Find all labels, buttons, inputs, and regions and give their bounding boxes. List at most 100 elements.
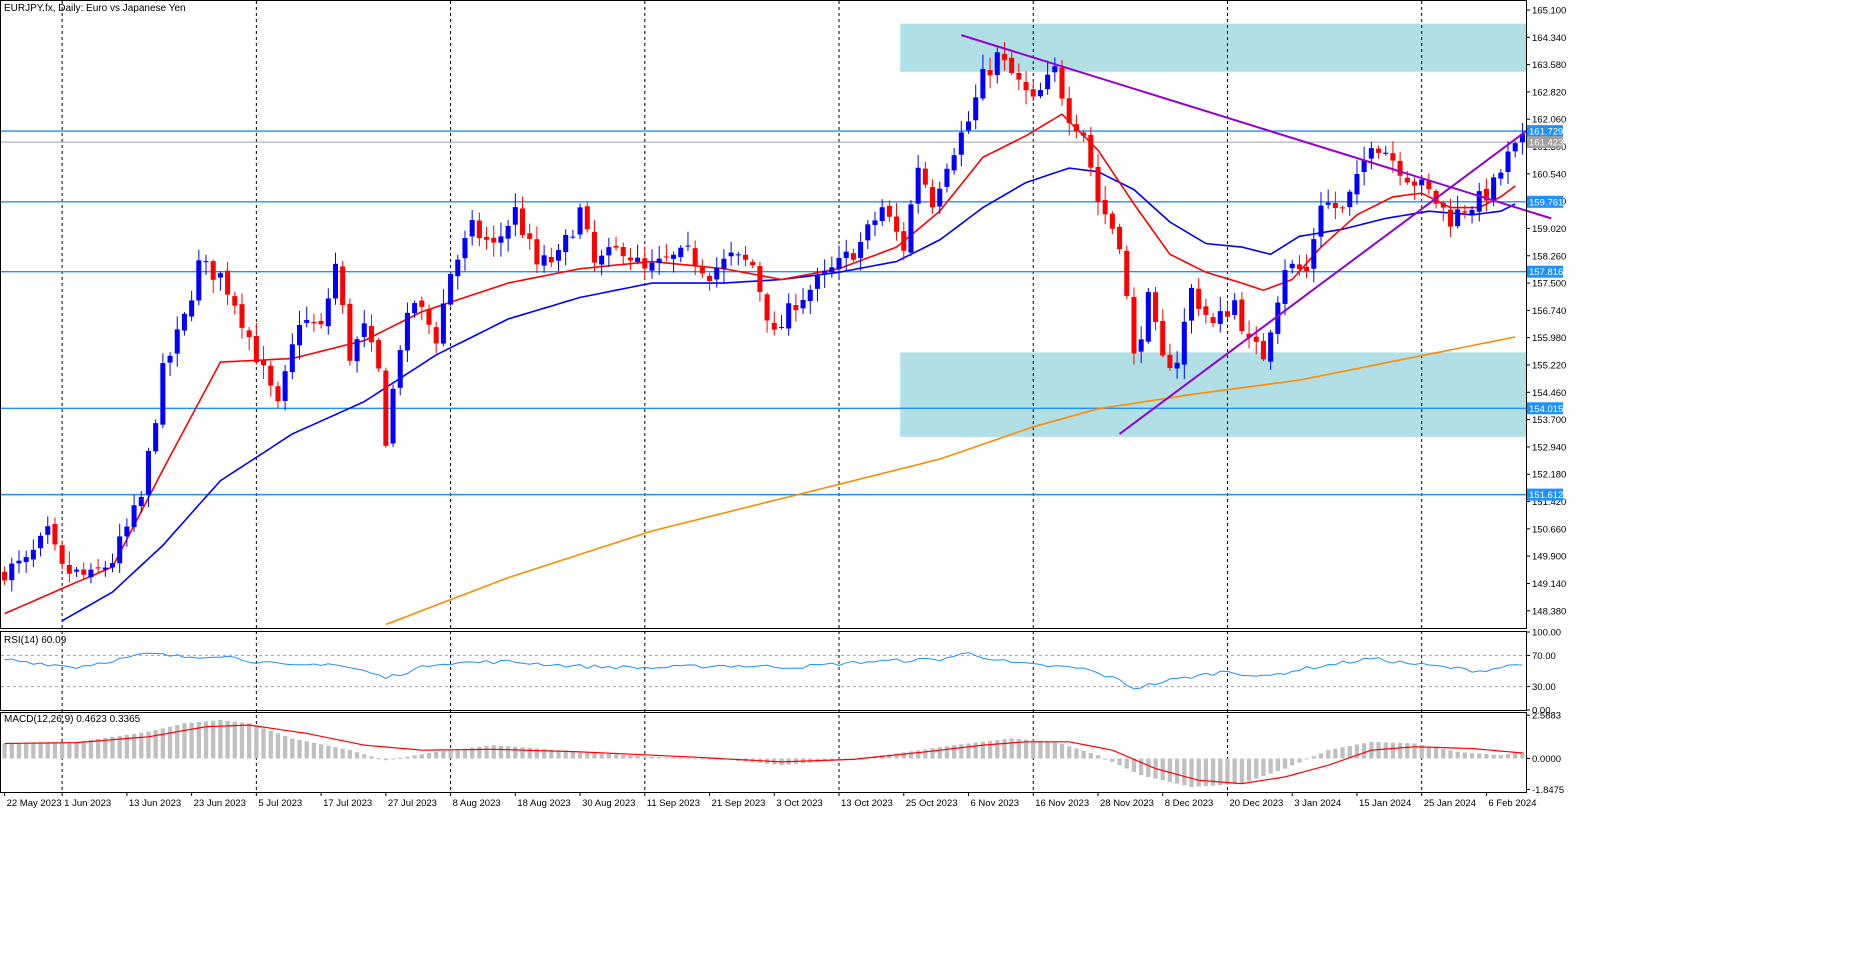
macd-histogram-bar (714, 758, 719, 760)
candle-body (203, 261, 209, 263)
macd-histogram-bar (95, 738, 101, 759)
y-tick-label: 165.100 (1532, 5, 1566, 16)
macd-histogram-bar (1275, 758, 1280, 772)
x-tick-label: 25 Jan 2024 (1424, 798, 1476, 809)
x-tick-label: 18 Aug 2023 (517, 798, 570, 809)
candle (699, 259, 705, 279)
candle (714, 257, 720, 288)
candle (361, 310, 367, 348)
candle (1268, 329, 1274, 370)
candle (203, 254, 209, 275)
candle (1260, 333, 1266, 362)
macd-histogram-bar (1023, 739, 1029, 759)
candle-body (1462, 211, 1468, 213)
candle (930, 179, 936, 214)
macd-histogram-bar (1009, 738, 1014, 759)
macd-histogram-bar (232, 721, 237, 759)
price-tag-label: 157.816 (1529, 267, 1563, 278)
candle-body (1117, 226, 1123, 250)
candle (764, 292, 770, 333)
macd-histogram-bar (657, 757, 662, 759)
candle (1289, 259, 1295, 274)
candle (311, 313, 317, 333)
candle-body (1030, 89, 1036, 97)
candle (1167, 343, 1173, 371)
candle-body (9, 563, 15, 581)
candle-body (1138, 339, 1144, 352)
candle (124, 518, 130, 547)
macd-histogram-bar (563, 750, 568, 759)
candle-body (994, 52, 1000, 76)
price-tag (1527, 195, 1563, 208)
macd-histogram-bar (908, 751, 914, 759)
candle (81, 562, 87, 579)
candle (1332, 191, 1338, 220)
macd-histogram-bar (340, 748, 345, 759)
candle (217, 271, 223, 291)
current-price-tag (1527, 136, 1563, 149)
macd-histogram-bar (664, 757, 669, 759)
candle-body (1203, 306, 1209, 315)
candle (340, 260, 346, 314)
candle (1476, 182, 1482, 222)
candle (1045, 60, 1051, 95)
macd-histogram-bar (1477, 753, 1482, 759)
macd-histogram-bar (1232, 758, 1237, 785)
candle (778, 315, 785, 330)
candle (1483, 178, 1489, 212)
macd-histogram-bar (1505, 754, 1511, 759)
macd-histogram-bar (987, 740, 993, 759)
macd-histogram-bar (1052, 741, 1057, 759)
candle (728, 241, 734, 266)
candle (627, 248, 633, 271)
candle (858, 232, 864, 271)
candle (1009, 52, 1015, 76)
candle-body (865, 224, 871, 241)
macd-histogram-bar (261, 728, 266, 759)
x-tick-label: 22 May 2023 (7, 798, 62, 809)
candle-body (987, 70, 993, 76)
candle-body (541, 255, 547, 266)
x-tick-label: 27 Jul 2023 (388, 798, 437, 809)
candle-body (52, 524, 58, 545)
macd-histogram-bar (541, 749, 547, 759)
macd-histogram-bar (1218, 758, 1223, 786)
candle (584, 202, 590, 233)
candle-body (1016, 72, 1022, 80)
candle (937, 181, 943, 215)
candle-body (937, 188, 943, 207)
trendline (1118, 127, 1531, 435)
candle (1088, 126, 1094, 177)
macd-histogram-bar (1225, 758, 1230, 785)
price-tag (1527, 402, 1563, 415)
macd-histogram-bar (311, 742, 317, 759)
macd-histogram-bar (254, 725, 259, 759)
x-tick-label: 13 Oct 2023 (841, 798, 893, 809)
candle (707, 272, 713, 291)
candle-body (88, 569, 94, 578)
candle-body (901, 231, 907, 251)
macd-histogram-bar (585, 752, 590, 759)
candle-body (347, 303, 353, 361)
candle-body (253, 335, 259, 363)
candle (1224, 303, 1230, 319)
candle-body (332, 263, 339, 299)
candle (225, 261, 231, 305)
candle-body (74, 569, 80, 572)
candle-body (1368, 148, 1374, 159)
candle-body (757, 266, 763, 292)
y-tick-label: 163.580 (1532, 60, 1566, 71)
candle-body (656, 258, 662, 264)
candle-body (361, 323, 367, 337)
candle-body (1145, 292, 1151, 342)
candle (1426, 173, 1432, 195)
y-tick-label: 149.140 (1532, 579, 1566, 590)
macd-histogram-bar (275, 733, 281, 759)
price-tag-label: 151.612 (1529, 490, 1563, 501)
macd-y-tick-label: -1.8475 (1532, 785, 1564, 796)
candle-body (1419, 179, 1425, 186)
macd-histogram-bar (441, 750, 446, 759)
candle-body (886, 205, 892, 217)
candle (735, 251, 741, 266)
candle-body (1440, 202, 1446, 208)
